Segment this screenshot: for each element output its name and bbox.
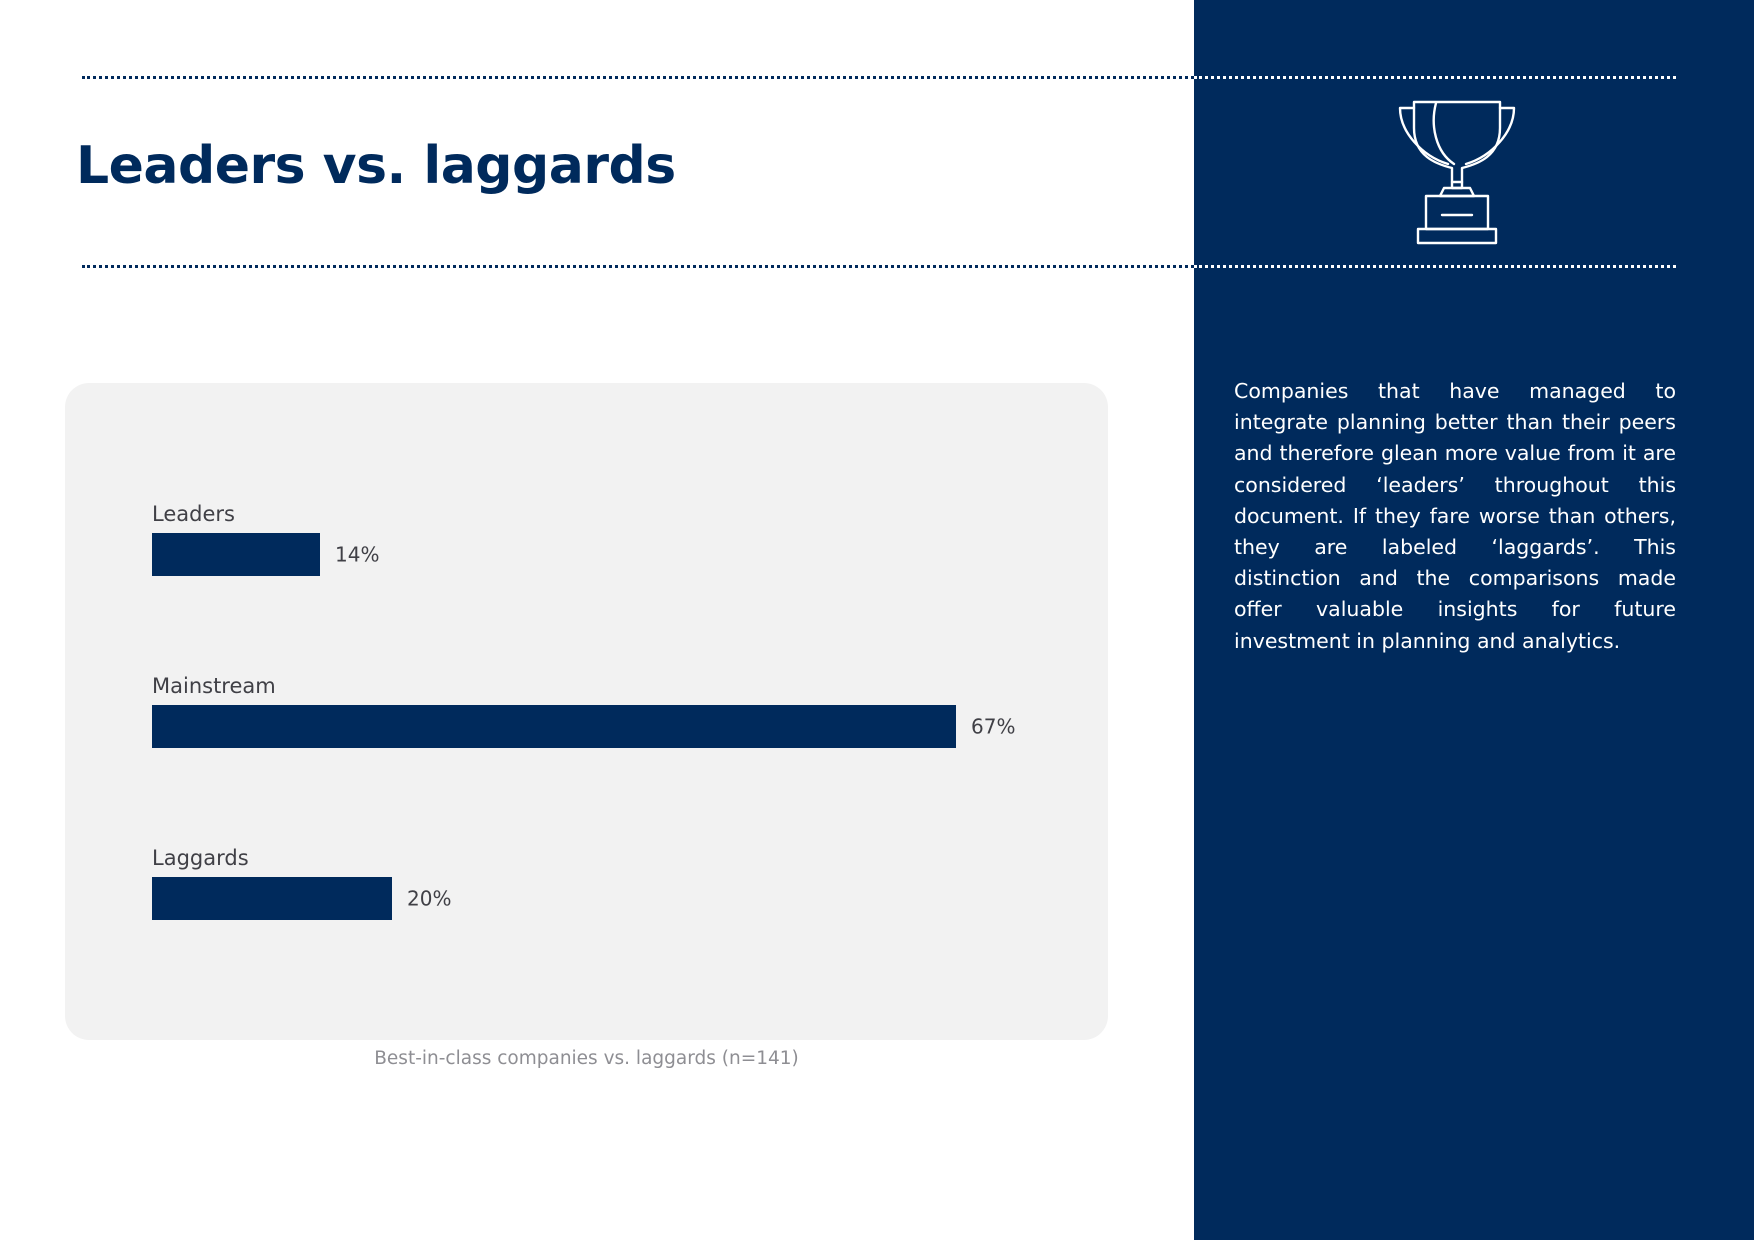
- bottom-divider: [82, 265, 1194, 268]
- top-divider-panel: [1194, 76, 1676, 79]
- trophy-icon: [1398, 100, 1516, 245]
- bottom-divider-panel: [1194, 265, 1676, 268]
- page-title: Leaders vs. laggards: [76, 136, 676, 196]
- bar-chart: Leaders 14% Mainstream 67% Laggards 20%: [152, 502, 1015, 920]
- panel-description: Companies that have managed to integrate…: [1234, 379, 1676, 653]
- category-label: Mainstream: [152, 674, 276, 698]
- top-divider: [82, 76, 1194, 79]
- bar-leaders: [152, 533, 320, 576]
- bar-mainstream: [152, 705, 956, 748]
- value-label: 67%: [971, 715, 1015, 739]
- chart-caption: Best-in-class companies vs. laggards (n=…: [374, 1048, 799, 1069]
- value-label: 20%: [407, 887, 451, 911]
- category-label: Leaders: [152, 502, 235, 526]
- chart-card: Leaders 14% Mainstream 67% Laggards 20%: [65, 383, 1108, 1040]
- category-label: Laggards: [152, 846, 249, 870]
- value-label: 14%: [335, 543, 379, 567]
- side-panel: [1194, 0, 1754, 1240]
- bar-laggards: [152, 877, 392, 920]
